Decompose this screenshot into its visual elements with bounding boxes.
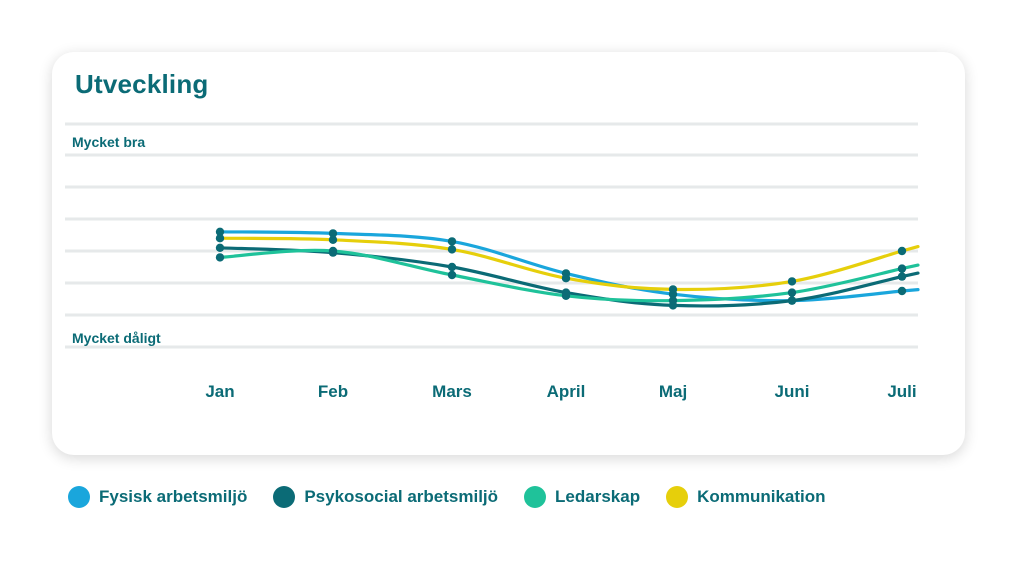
data-point	[215, 253, 225, 262]
data-point	[897, 246, 907, 256]
data-point	[447, 270, 457, 280]
legend-swatch	[524, 486, 547, 508]
x-tick-label: Feb	[318, 382, 348, 401]
data-point	[215, 227, 225, 236]
data-point	[897, 264, 907, 273]
data-point	[447, 245, 457, 254]
data-point	[897, 272, 907, 281]
chart-legend: Fysisk arbetsmiljö Psykosocial arbetsmilj…	[68, 484, 852, 510]
chart-card: Utveckling	[52, 52, 965, 455]
data-point	[668, 285, 678, 294]
legend-item: Ledarskap	[524, 486, 640, 508]
data-point	[787, 277, 797, 286]
legend-swatch	[68, 486, 90, 508]
data-point	[328, 246, 338, 256]
data-point	[328, 235, 338, 244]
legend-swatch	[666, 486, 689, 508]
legend-swatch	[273, 486, 296, 508]
data-point	[447, 262, 457, 272]
x-tick-label: Jan	[205, 382, 234, 401]
data-point	[897, 286, 907, 296]
data-point	[447, 237, 457, 246]
y-label-bottom: Mycket dåligt	[72, 330, 161, 346]
data-point	[328, 229, 338, 238]
data-point	[215, 234, 225, 243]
data-point	[561, 291, 571, 300]
y-label-top: Mycket bra	[72, 134, 145, 150]
legend-item: Fysisk arbetsmiljö	[68, 486, 247, 508]
data-point	[668, 296, 678, 305]
x-tick-label: Mars	[432, 382, 472, 401]
data-point	[787, 288, 797, 297]
data-point	[215, 243, 225, 252]
legend-label: Ledarskap	[555, 487, 641, 506]
legend-label: Psykosocial arbetsmiljö	[304, 487, 499, 506]
legend-label: Kommunikation	[697, 487, 826, 506]
data-point	[561, 274, 571, 283]
chart-title: Utveckling	[75, 69, 209, 99]
legend-item: Kommunikation	[666, 486, 826, 508]
legend-item: Psykosocial arbetsmiljö	[273, 486, 498, 508]
legend-label: Fysisk arbetsmiljö	[99, 487, 248, 506]
x-tick-label: Maj	[659, 382, 687, 401]
x-tick-label: Juni	[775, 382, 810, 401]
x-tick-label: April	[547, 382, 586, 401]
x-tick-label: Juli	[887, 382, 916, 401]
data-point	[787, 296, 797, 305]
